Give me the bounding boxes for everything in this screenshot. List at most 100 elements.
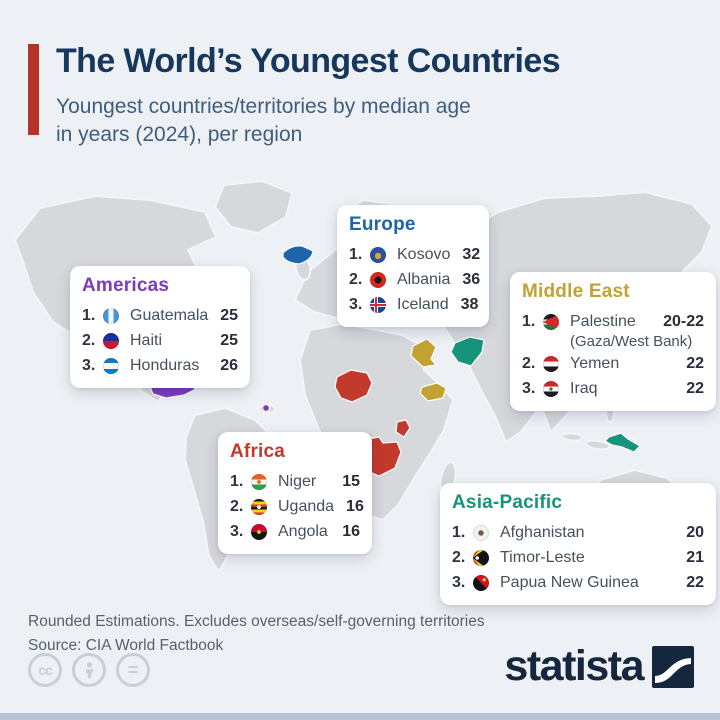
rank-number: 1. xyxy=(82,307,96,324)
map-highlight-iceland xyxy=(282,245,314,265)
rank-number: 3. xyxy=(349,296,363,313)
ranking-row: 2. Albania 36 xyxy=(349,267,481,292)
flag-haiti-icon xyxy=(103,332,119,349)
subtitle-line-1: Youngest countries/territories by median… xyxy=(56,94,471,118)
rank-number: 2. xyxy=(230,498,244,515)
ranking-row: 2. Timor-Leste 21 xyxy=(452,545,704,570)
flag-angola-icon xyxy=(251,523,267,540)
region-title-middle-east: Middle East xyxy=(522,281,630,302)
flag-uganda-icon xyxy=(251,498,267,515)
country-name: Kosovo xyxy=(397,246,451,263)
median-age-value: 36 xyxy=(462,271,481,288)
map-highlight-yemen xyxy=(419,382,447,402)
median-age-value: 15 xyxy=(342,473,360,490)
median-age-value: 16 xyxy=(342,523,360,540)
creative-commons-icon: cc xyxy=(28,653,62,687)
flag-timor-leste-icon xyxy=(473,549,489,566)
region-title-africa: Africa xyxy=(230,441,286,462)
map-highlight-uganda xyxy=(395,419,411,438)
rank-number: 2. xyxy=(82,332,96,349)
flag-papua-new-guinea-icon xyxy=(473,574,489,591)
country-name: Niger xyxy=(278,473,317,490)
country-name: Haiti xyxy=(130,332,163,349)
rank-number: 3. xyxy=(452,574,466,591)
ranking-row: 2. Yemen 22 xyxy=(522,351,704,376)
country-name: Yemen xyxy=(570,355,620,372)
no-derivatives-icon: = xyxy=(116,653,150,687)
bottom-border-strip xyxy=(0,713,720,720)
ranking-row: 2. Uganda 16 xyxy=(230,494,364,519)
median-age-value: 16 xyxy=(346,498,364,515)
median-age-value: 32 xyxy=(462,246,481,263)
page-title: The World’s Youngest Countries xyxy=(56,42,561,80)
map-indonesia-2 xyxy=(585,439,611,451)
ranking-row: 1. Niger 15 xyxy=(230,469,360,494)
median-age-value: 22 xyxy=(686,380,704,397)
median-age-value: 20 xyxy=(686,524,704,541)
median-age-value: 20-22 xyxy=(663,313,704,330)
ranking-row: 3. Iceland 38 xyxy=(349,292,479,317)
country-name: Palestine xyxy=(570,313,636,330)
median-age-value: 22 xyxy=(686,355,704,372)
rank-number: 3. xyxy=(82,357,96,374)
country-subtext: (Gaza/West Bank) xyxy=(570,333,693,350)
flag-kosovo-icon xyxy=(370,246,386,263)
flag-honduras-icon xyxy=(103,357,119,374)
statista-logo: statista xyxy=(504,645,694,688)
median-age-value: 25 xyxy=(220,307,239,324)
rank-number: 3. xyxy=(522,380,536,397)
flag-albania-icon xyxy=(370,271,386,288)
license-icons: cc = xyxy=(28,653,150,687)
map-indonesia-1 xyxy=(561,432,583,442)
country-name: Uganda xyxy=(278,498,335,515)
median-age-value: 38 xyxy=(460,296,479,313)
flag-iceland-icon xyxy=(370,296,386,313)
subtitle-line-2: in years (2024), per region xyxy=(56,122,303,146)
country-name: Iceland xyxy=(397,296,449,313)
ranking-row: 1. Palestine 20-22 (Gaza/West Bank) xyxy=(522,309,704,351)
map-greenland xyxy=(214,180,293,234)
rank-number: 1. xyxy=(522,313,536,330)
flag-guatemala-icon xyxy=(103,307,119,324)
accent-bar xyxy=(28,44,39,135)
ranking-row: 1. Kosovo 32 xyxy=(349,242,481,267)
median-age-value: 22 xyxy=(686,574,704,591)
country-name: Papua New Guinea xyxy=(500,574,639,591)
rank-number: 3. xyxy=(230,523,244,540)
region-card-africa: Africa 1. Niger 15 2. Uganda 16 3. Angola 16 xyxy=(218,432,372,554)
ranking-row: 3. Angola 16 xyxy=(230,519,360,544)
region-card-americas: Americas 1. Guatemala 25 2. Haiti 25 3. Hondura… xyxy=(70,266,250,388)
country-name: Honduras xyxy=(130,357,200,374)
ranking-row: 1. Guatemala 25 xyxy=(82,303,238,328)
rank-number: 1. xyxy=(452,524,466,541)
country-name: Guatemala xyxy=(130,307,209,324)
footnote-estimations: Rounded Estimations. Excludes overseas/s… xyxy=(28,612,485,630)
ranking-row: 2. Haiti 25 xyxy=(82,328,238,353)
attribution-icon xyxy=(72,653,106,687)
header: The World’s Youngest Countries Youngest … xyxy=(28,42,700,149)
flag-afghanistan-icon xyxy=(473,524,489,541)
median-age-value: 26 xyxy=(220,357,238,374)
flag-niger-icon xyxy=(251,473,267,490)
map-highlight-haiti xyxy=(261,403,271,413)
rank-number: 2. xyxy=(349,271,363,288)
country-name: Angola xyxy=(278,523,328,540)
median-age-value: 21 xyxy=(686,549,704,566)
country-name: Afghanistan xyxy=(500,524,585,541)
ranking-row: 3. Papua New Guinea 22 xyxy=(452,570,704,595)
map-highlight-afghanistan xyxy=(450,336,485,367)
map-highlight-iraq xyxy=(410,338,437,368)
flag-yemen-icon xyxy=(543,355,559,372)
region-title-americas: Americas xyxy=(82,275,170,296)
median-age-value: 25 xyxy=(220,332,238,349)
ranking-row: 1. Afghanistan 20 xyxy=(452,520,704,545)
statista-wordmark: statista xyxy=(504,642,644,690)
rank-number: 1. xyxy=(230,473,244,490)
region-card-europe: Europe 1. Kosovo 32 2. Albania 36 3. Iceland 38 xyxy=(337,205,489,327)
ranking-row: 3. Honduras 26 xyxy=(82,353,238,378)
map-highlight-niger xyxy=(334,369,373,403)
ranking-row: 3. Iraq 22 xyxy=(522,376,704,401)
region-card-asia-pacific: Asia-Pacific 1. Afghanistan 20 2. Timor-Lest… xyxy=(440,483,716,605)
rank-number: 2. xyxy=(522,355,536,372)
